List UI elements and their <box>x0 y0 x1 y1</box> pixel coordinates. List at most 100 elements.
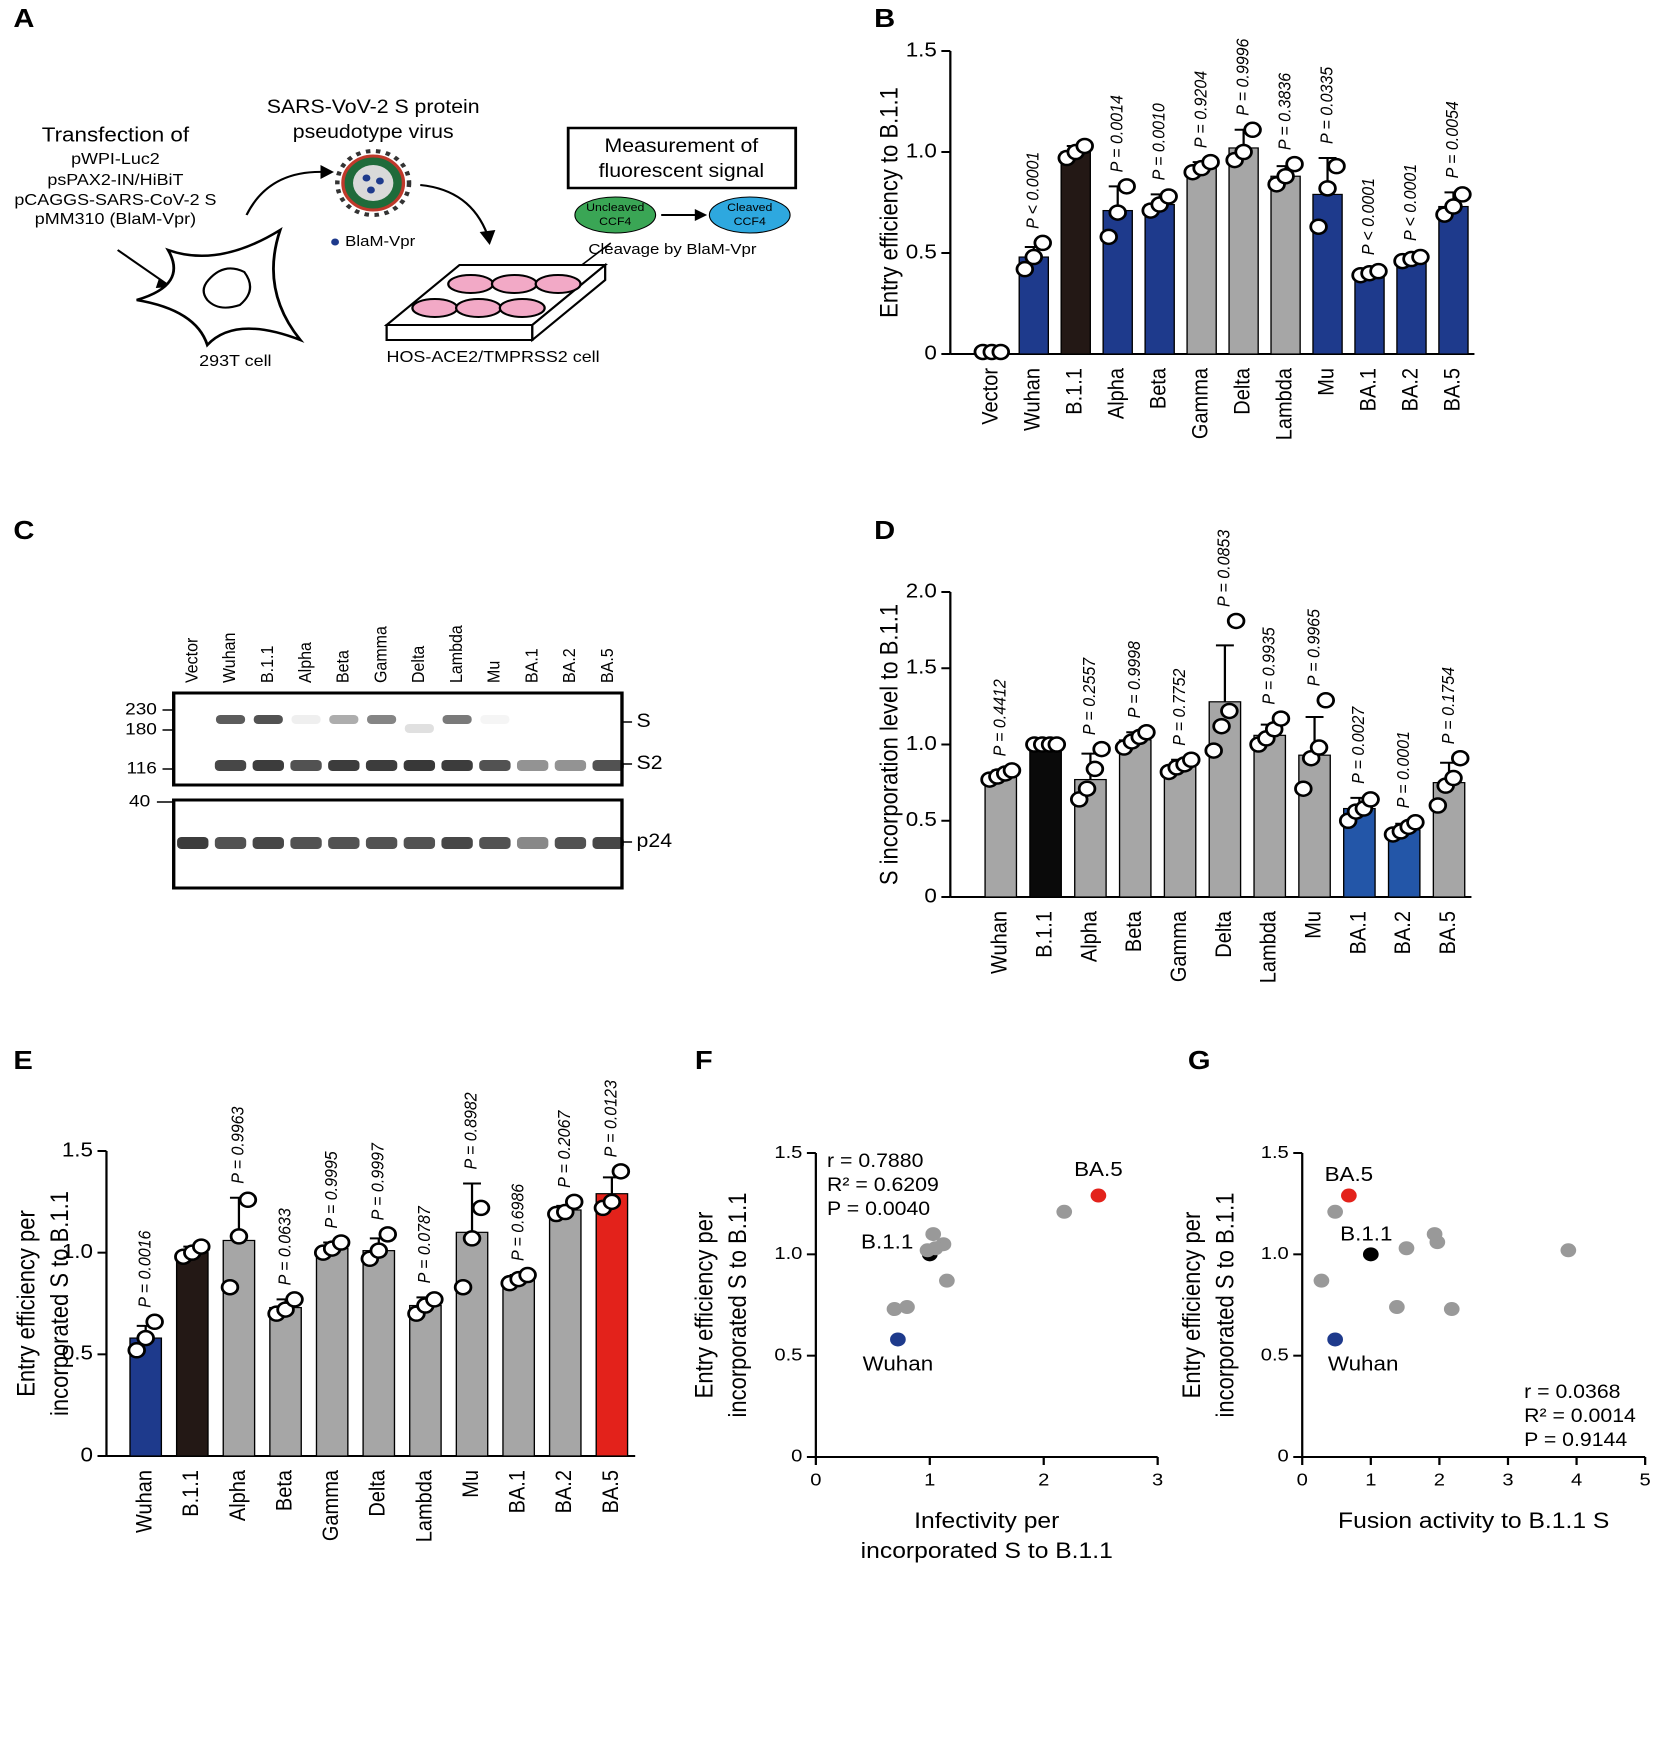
y-tick-label: 1.0 <box>62 1240 93 1263</box>
data-point <box>886 1302 903 1317</box>
x-tick-label: BA.1 <box>1345 911 1370 954</box>
y-axis-label: S incorporation level to B.1.1 <box>875 604 902 885</box>
bar <box>409 1304 442 1457</box>
data-point <box>220 1278 240 1296</box>
data-point <box>1369 262 1388 280</box>
lane-label: BA.1 <box>522 648 542 683</box>
lane-label: Wuhan <box>219 633 239 683</box>
p-value: P = 0.0787 <box>414 1206 434 1284</box>
data-point <box>925 1227 942 1242</box>
bar <box>1354 272 1385 355</box>
data-point <box>927 1241 944 1256</box>
y-tick-label: 0.5 <box>906 808 937 831</box>
data-point <box>1411 248 1430 266</box>
panel-label: D <box>874 515 895 544</box>
x-tick-label: 2 <box>1038 1471 1049 1491</box>
x-tick-label: BA.2 <box>551 1470 576 1513</box>
data-point <box>1077 780 1097 797</box>
diagram-text: SARS-VoV-2 S protein <box>267 97 480 118</box>
p-value: P = 0.2557 <box>1079 657 1099 735</box>
stat-annotation: P = 0.0040 <box>827 1199 930 1220</box>
lane-label: Vector <box>182 637 202 683</box>
data-point <box>1341 1188 1357 1203</box>
data-point <box>1398 1241 1415 1256</box>
data-point <box>1453 186 1472 203</box>
data-point <box>1108 204 1127 221</box>
diagram-text: Measurement of <box>605 136 759 157</box>
diagram-text: BlaM-Vpr <box>345 234 416 250</box>
x-tick-label: Vector <box>978 368 1003 425</box>
y-tick-label: 2.0 <box>906 579 937 602</box>
p-value: P = 0.0853 <box>1214 529 1234 607</box>
x-tick-label: Delta <box>1229 368 1254 415</box>
x-tick-label: Wuhan <box>987 911 1012 974</box>
bar <box>1298 754 1331 898</box>
data-point <box>425 1291 444 1308</box>
band <box>328 760 360 771</box>
point-label: Wuhan <box>1328 1353 1399 1376</box>
point-label: BA.5 <box>1074 1158 1123 1181</box>
stat-annotation: r = 0.7880 <box>827 1151 923 1172</box>
p-value: P = 0.0633 <box>274 1208 294 1286</box>
band <box>365 760 398 771</box>
data-point <box>378 1226 398 1243</box>
p-value: P < 0.0001 <box>1023 152 1043 229</box>
x-tick-label: Beta <box>1121 911 1146 952</box>
y-tick-label: 1.0 <box>906 139 937 162</box>
panel-label: F <box>695 1045 713 1074</box>
x-tick-label: BA.2 <box>1390 911 1415 954</box>
band <box>252 760 284 771</box>
p-value: P = 0.0027 <box>1348 706 1368 784</box>
x-tick-label: Wuhan <box>1020 368 1045 431</box>
diagram-text: Cleavage by BlaM-Vpr <box>588 242 757 258</box>
band-label: S <box>637 711 651 732</box>
lane-label: Delta <box>408 645 428 683</box>
y-tick-label: 1.0 <box>1261 1244 1289 1264</box>
p-value: P < 0.0001 <box>1358 178 1378 255</box>
band <box>365 837 398 849</box>
p-value: P = 0.9965 <box>1303 609 1323 687</box>
bar <box>1029 743 1062 898</box>
arrow <box>420 184 489 236</box>
diagram-text: pCAGGS-SARS-CoV-2 S <box>14 191 216 209</box>
arrow <box>245 170 326 216</box>
diagram-text: Transfection of <box>42 123 189 146</box>
bar <box>362 1250 396 1457</box>
lane-label: B.1.1 <box>257 646 277 683</box>
p-value: P = 0.0016 <box>135 1230 155 1308</box>
bar <box>548 1209 582 1457</box>
x-tick-label: Delta <box>365 1470 390 1517</box>
data-point <box>1318 180 1337 197</box>
x-tick-label: Lambda <box>1271 368 1296 440</box>
bar <box>1118 739 1152 898</box>
bar <box>1312 193 1343 355</box>
data-point <box>1056 1204 1073 1219</box>
data-point <box>1444 198 1463 215</box>
x-tick-label: Lambda <box>411 1470 436 1542</box>
bar <box>1253 734 1287 898</box>
band <box>554 760 587 771</box>
data-point <box>1426 1227 1443 1242</box>
stat-annotation: R² = 0.0014 <box>1524 1406 1636 1427</box>
data-point <box>1560 1243 1577 1258</box>
arrow-head <box>694 209 708 221</box>
p-value: P = 0.8982 <box>461 1092 481 1170</box>
x-tick-label: 5 <box>1640 1471 1651 1491</box>
data-point <box>1220 702 1239 720</box>
point-label: BA.5 <box>1325 1163 1374 1186</box>
p-value: P = 0.9996 <box>1233 38 1253 116</box>
data-point <box>1271 710 1291 727</box>
data-point <box>1450 749 1470 767</box>
x-tick-label: 1 <box>924 1471 935 1491</box>
band <box>403 837 436 849</box>
y-tick-label: 0.5 <box>1261 1345 1289 1365</box>
stat-annotation: r = 0.0368 <box>1524 1382 1620 1403</box>
box <box>566 126 798 190</box>
x-tick-label: Beta <box>1146 368 1171 409</box>
band <box>592 837 624 849</box>
band <box>177 837 209 849</box>
virus <box>335 149 412 217</box>
data-point <box>1159 188 1178 205</box>
band-label: p24 <box>637 831 672 852</box>
panel-label: B <box>874 3 895 32</box>
